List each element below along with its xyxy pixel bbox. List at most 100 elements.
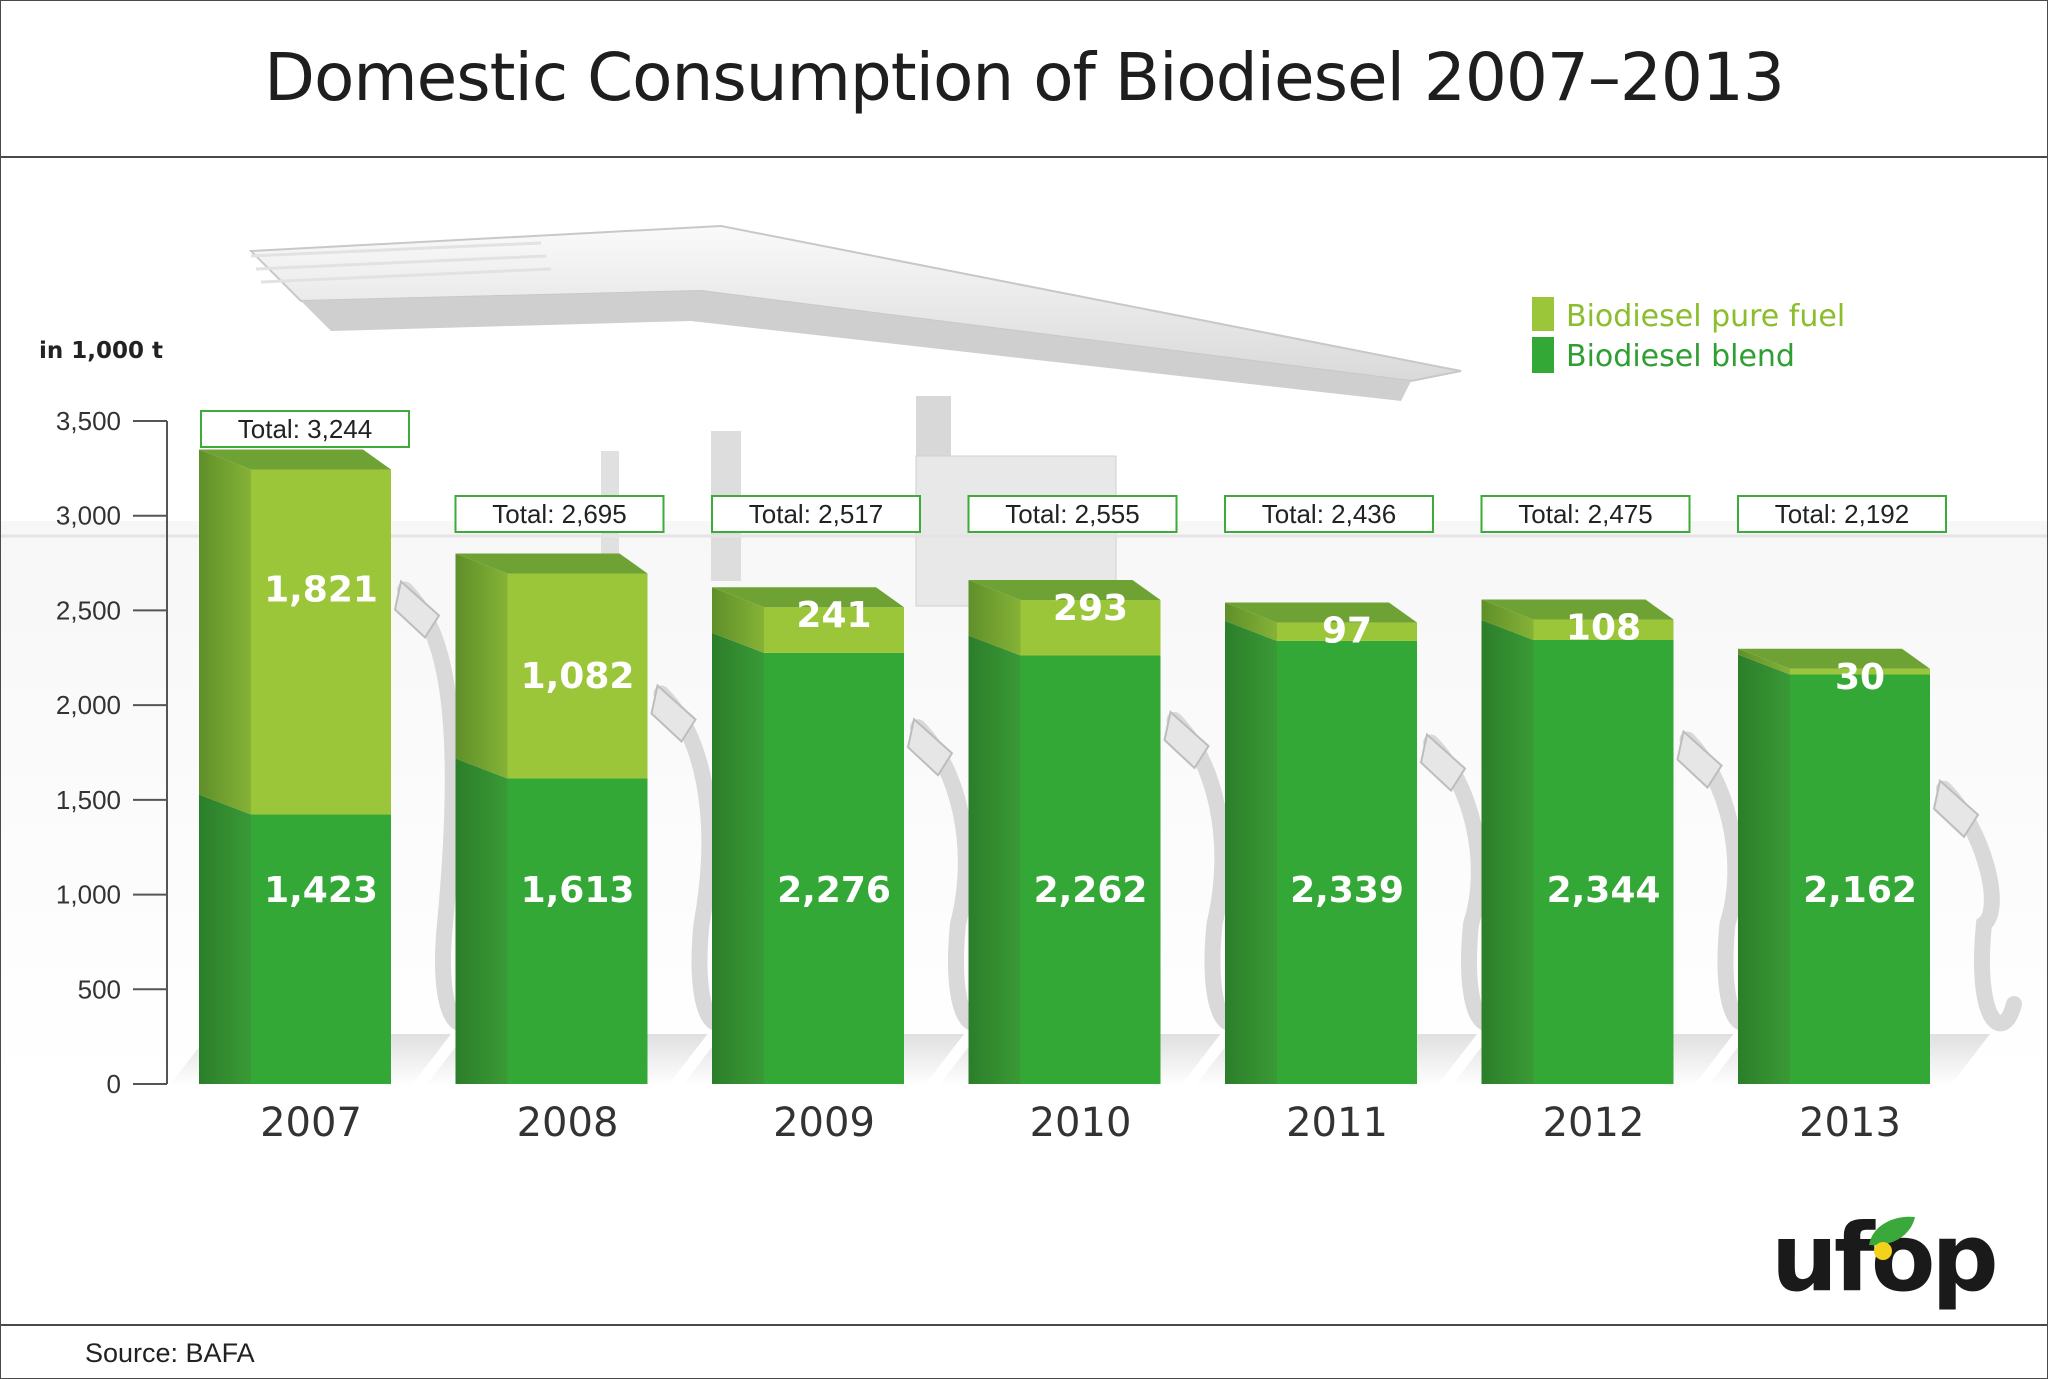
bar-top-face: [455, 553, 648, 574]
x-tick-label: 2009: [773, 1100, 875, 1146]
bar-blend-side: [712, 632, 764, 1084]
bar-2009: 2,276 241: [712, 587, 904, 1084]
bar-top-face: [1738, 648, 1930, 669]
bar-blend-side: [199, 794, 251, 1084]
x-tick-label: 2011: [1286, 1100, 1388, 1146]
bar-2011: 2,339 97: [1225, 602, 1417, 1084]
bar-blend-segment: [507, 778, 648, 1084]
bar-blend-segment: [1790, 674, 1930, 1084]
total-boxes: Total: 3,244 Total: 2,695 Total: 2,517 Tota…: [200, 410, 1947, 533]
x-tick-label: 2008: [517, 1100, 619, 1146]
legend-swatch-pure-fuel: [1532, 297, 1554, 331]
bar-blend-segment: [1277, 640, 1417, 1084]
bar-pure-side: [1225, 602, 1277, 641]
bar-pure-side: [712, 587, 764, 653]
leaf-icon: [1869, 1216, 1915, 1260]
bar-pure-segment: [1790, 668, 1930, 675]
bar-pure-side: [199, 449, 251, 815]
bar-blend-segment: [764, 652, 904, 1084]
bar-2013: 2,162 30: [1738, 648, 1930, 1084]
legend-label-blend: Biodiesel blend: [1566, 339, 1795, 374]
total-box: [711, 495, 921, 533]
data-label-pure: 1,082: [521, 656, 635, 697]
bar-blend-side: [968, 635, 1021, 1084]
x-axis-labels: 2007 2008 2009 2010 2011 2012 2013: [260, 1100, 1901, 1146]
data-label-pure: 30: [1835, 657, 1885, 698]
bar-2012: 2,344 108: [1481, 599, 1674, 1084]
bar-pure-side: [1738, 648, 1790, 675]
data-label-blend: 2,162: [1803, 870, 1917, 911]
total-box: [1480, 495, 1691, 533]
total-box: [1737, 495, 1947, 533]
bar-top-face: [1225, 602, 1417, 623]
bar-pure-side: [455, 553, 508, 779]
data-label-pure: 97: [1322, 611, 1372, 652]
total-box: [1224, 495, 1434, 533]
bar-blend-segment: [1020, 655, 1161, 1084]
data-label-blend: 1,423: [264, 870, 378, 911]
legend: Biodiesel pure fuel Biodiesel blend: [1532, 297, 1845, 374]
y-axis-label: in 1,000 t: [39, 338, 163, 364]
total-label: Total: 2,555: [1005, 499, 1139, 529]
title-band: Domestic Consumption of Biodiesel 2007–2…: [1, 1, 2047, 158]
y-tick-label: 1,000: [56, 880, 121, 910]
bar-pure-segment: [507, 573, 648, 779]
bar-pure-side: [968, 580, 1021, 656]
y-tick-label: 3,500: [56, 406, 121, 436]
total-label: Total: 2,695: [492, 499, 626, 529]
legend-label-pure-fuel: Biodiesel pure fuel: [1566, 299, 1845, 334]
footer: Source: BAFA: [1, 1324, 2047, 1378]
y-tick-label: 2,500: [56, 595, 121, 625]
bar-blend-side: [455, 758, 508, 1084]
total-label: Total: 2,436: [1262, 499, 1396, 529]
bar-2008: 1,613 1,082: [455, 553, 648, 1084]
y-tick-label: 3,000: [56, 501, 121, 531]
data-label-pure: 241: [796, 595, 871, 636]
total-label: Total: 3,244: [238, 414, 372, 444]
nozzle-icon: [1932, 778, 2022, 1032]
chart-svg: 0 500 1,000 1,500 2,000 2,500 3,000 3,500 in 1,…: [1, 224, 2047, 1146]
bar-blend-side: [1481, 619, 1534, 1084]
bar-2007: 1,423 1,821: [199, 449, 391, 1084]
bar-blend-segment: [251, 814, 391, 1084]
total-box: [454, 495, 665, 533]
bar-pure-segment: [251, 469, 391, 815]
chart-title: Domestic Consumption of Biodiesel 2007–2…: [264, 39, 1785, 116]
bar-pure-segment: [1277, 622, 1417, 641]
bar-top-face: [712, 587, 904, 608]
legend-swatch-blend: [1532, 337, 1554, 373]
data-label-blend: 2,276: [777, 870, 891, 911]
total-box: [200, 410, 410, 448]
x-tick-label: 2012: [1543, 1100, 1645, 1146]
bar-pure-side: [1481, 599, 1534, 640]
y-tick-label: 500: [78, 974, 121, 1004]
data-label-pure: 1,821: [264, 569, 378, 610]
bar-blend-side: [1738, 654, 1790, 1084]
x-tick-label: 2013: [1799, 1100, 1901, 1146]
x-tick-label: 2007: [260, 1100, 362, 1146]
y-tick-label: 2,000: [56, 690, 121, 720]
bar-blend-segment: [1533, 639, 1674, 1084]
bar-pure-segment: [1533, 619, 1674, 640]
source-note: Source: BAFA: [85, 1338, 255, 1368]
y-tick-label: 1,500: [56, 785, 121, 815]
bar-pure-segment: [1020, 600, 1161, 656]
bar-top-face: [199, 449, 391, 470]
data-label-blend: 2,344: [1547, 870, 1661, 911]
data-label-blend: 1,613: [521, 870, 635, 911]
data-label-pure: 108: [1566, 608, 1641, 649]
bar-blend-side: [1225, 620, 1277, 1084]
bar-pure-segment: [764, 607, 904, 653]
total-box: [967, 495, 1178, 533]
y-axis: 0 500 1,000 1,500 2,000 2,500 3,000 3,500 in 1,…: [39, 338, 168, 1099]
total-label: Total: 2,192: [1775, 499, 1909, 529]
y-tick-label: 0: [107, 1069, 121, 1099]
ufop-logo: ufop: [1771, 1209, 1999, 1329]
bar-top-face: [968, 580, 1161, 601]
data-label-blend: 2,262: [1034, 870, 1148, 911]
data-label-blend: 2,339: [1290, 870, 1404, 911]
x-tick-label: 2010: [1030, 1100, 1132, 1146]
bars: 1,423 1,821 1,613 1,082 2,276 241 2,262 293 2,33…: [199, 449, 1930, 1084]
bar-2010: 2,262 293: [968, 580, 1161, 1084]
